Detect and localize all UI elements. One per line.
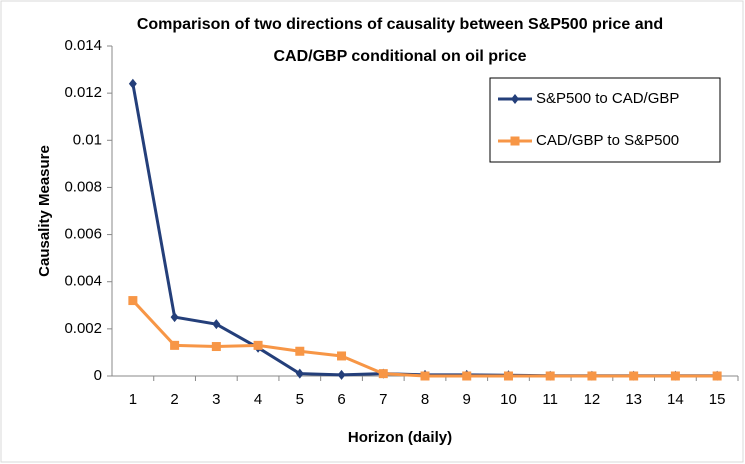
marker [462,371,472,381]
x-tick-label: 6 [337,391,345,408]
legend-label: S&P500 to CAD/GBP [536,90,679,107]
marker [211,342,221,352]
x-tick-label: 14 [667,391,684,408]
marker [212,319,221,330]
y-tick-label: 0.008 [64,178,102,195]
marker [128,78,137,89]
chart-title: CAD/GBP conditional on oil price [273,48,526,65]
marker [629,371,639,381]
y-tick-label: 0.006 [64,226,102,243]
marker [511,94,519,104]
x-tick-label: 2 [170,391,178,408]
marker [378,369,388,379]
marker [510,136,520,146]
x-tick-label: 11 [542,391,558,408]
x-tick-label: 5 [296,391,304,408]
marker [253,340,263,350]
y-tick-label: 0.004 [64,273,102,290]
marker [712,371,722,381]
y-tick-label: 0.002 [64,320,102,337]
y-tick-label: 0.014 [64,37,102,54]
marker [420,371,430,381]
legend-label: CAD/GBP to S&P500 [536,132,679,149]
x-axis-title: Horizon (daily) [348,429,452,446]
marker [503,371,513,381]
x-tick-label: 1 [129,391,137,408]
y-tick-label: 0.012 [64,84,102,101]
legend-box [489,77,721,163]
y-tick-label: 0 [94,367,102,384]
x-tick-label: 3 [212,391,220,408]
x-tick-label: 7 [379,391,387,408]
chart-title: Comparison of two directions of causalit… [137,16,663,33]
marker [128,296,138,306]
marker [295,368,304,379]
marker [170,312,179,323]
x-tick-label: 15 [709,391,726,408]
marker [670,371,680,381]
y-axis-title: Causality Measure [36,145,53,277]
marker [337,351,347,361]
x-tick-label: 9 [463,391,471,408]
marker [545,371,555,381]
x-tick-label: 10 [500,391,517,408]
y-tick-label: 0.01 [73,131,102,148]
x-tick-label: 13 [625,391,642,408]
marker [295,346,305,356]
marker [337,369,346,380]
x-tick-label: 4 [254,391,262,408]
x-tick-label: 8 [421,391,429,408]
x-tick-label: 12 [584,391,601,408]
marker [587,371,597,381]
marker [170,340,180,350]
